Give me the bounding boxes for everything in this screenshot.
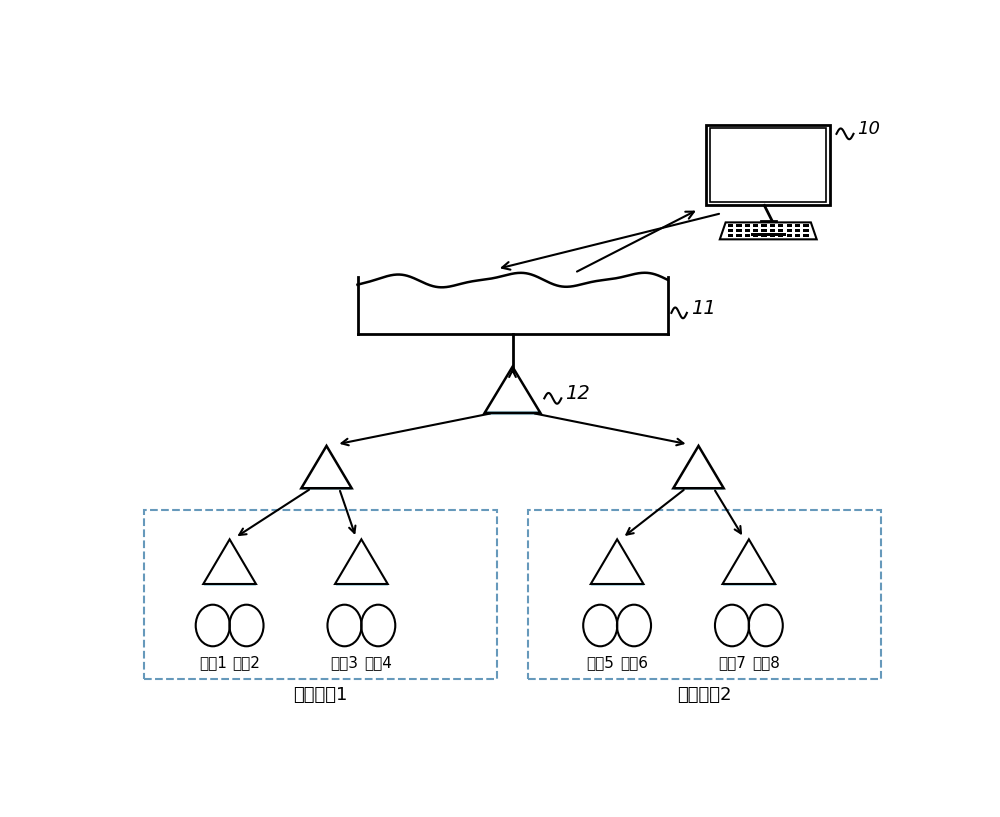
Bar	[795, 229, 800, 232]
Text: 用户7: 用户7	[718, 655, 746, 671]
Bar	[795, 234, 800, 237]
Text: 用户5: 用户5	[586, 655, 614, 671]
Bar	[803, 234, 809, 237]
Bar	[778, 229, 783, 232]
Text: 10: 10	[857, 120, 880, 138]
Bar	[778, 224, 783, 227]
Bar	[803, 224, 809, 227]
Text: 用户3: 用户3	[331, 655, 359, 671]
Bar	[778, 234, 783, 237]
Bar	[753, 229, 758, 232]
Text: 12: 12	[565, 384, 590, 404]
Text: 取水区域1: 取水区域1	[294, 685, 348, 703]
Bar	[745, 234, 750, 237]
Bar	[728, 234, 733, 237]
Text: 用户4: 用户4	[364, 655, 392, 671]
Bar	[736, 229, 742, 232]
Text: 用户2: 用户2	[233, 655, 260, 671]
Bar	[753, 234, 758, 237]
Text: 用户8: 用户8	[752, 655, 780, 671]
Bar	[710, 128, 826, 202]
Bar	[761, 229, 767, 232]
Bar	[761, 234, 767, 237]
Bar	[706, 125, 830, 205]
Bar	[745, 229, 750, 232]
Bar	[736, 234, 742, 237]
FancyBboxPatch shape	[720, 239, 817, 240]
Bar	[787, 234, 792, 237]
Bar	[787, 224, 792, 227]
Bar	[770, 229, 775, 232]
Bar	[753, 224, 758, 227]
Text: 用户1: 用户1	[199, 655, 227, 671]
Text: 11: 11	[691, 299, 716, 318]
Text: 用户6: 用户6	[620, 655, 648, 671]
Bar	[803, 229, 809, 232]
Bar	[751, 234, 786, 236]
Bar	[770, 234, 775, 237]
Bar	[736, 224, 742, 227]
Bar	[761, 224, 767, 227]
Bar	[770, 224, 775, 227]
Bar	[728, 229, 733, 232]
Bar	[745, 224, 750, 227]
Text: 取水区域2: 取水区域2	[677, 685, 732, 703]
Bar	[795, 224, 800, 227]
Bar	[728, 224, 733, 227]
Bar	[787, 229, 792, 232]
